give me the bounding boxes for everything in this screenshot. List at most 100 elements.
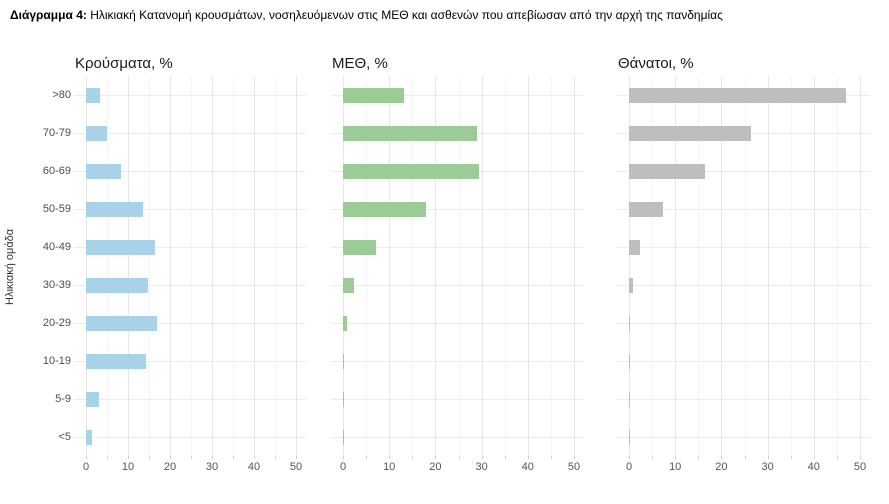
- axis-tick: [504, 456, 506, 459]
- axis-tick: [813, 456, 815, 459]
- v-gridline: [767, 76, 769, 456]
- v-gridline: [128, 76, 129, 456]
- h-gridline: [617, 437, 870, 438]
- bar-50-59: [86, 201, 144, 217]
- y-tick-label: 5-9: [55, 393, 71, 405]
- bar-5: [343, 429, 344, 445]
- axis-tick: [481, 456, 483, 459]
- axis-tick: [574, 456, 575, 459]
- v-gridline: [860, 76, 861, 456]
- h-gridline: [617, 323, 870, 324]
- x-tick-label: 10: [383, 461, 396, 473]
- chart-panel-deaths: Θάνατοι, % 0 10 20 30 40 50: [617, 55, 870, 485]
- bar-60-69: [629, 163, 705, 179]
- x-tick-label: 20: [429, 461, 442, 473]
- h-gridline: [74, 437, 306, 438]
- figure-caption: Διάγραμμα 4: Ηλικιακή Κατανομή κρουσμάτω…: [10, 8, 723, 22]
- bar-50-59: [629, 201, 663, 217]
- axis-tick: [836, 456, 838, 459]
- figure-caption-text: Ηλικιακή Κατανομή κρουσμάτων, νοσηλευόμε…: [90, 8, 723, 22]
- x-tick-label: 10: [669, 461, 682, 473]
- v-gridline: [366, 76, 368, 456]
- bar-30-39: [86, 277, 149, 293]
- bar-40-49: [86, 239, 155, 255]
- v-gridline: [170, 76, 171, 456]
- axis-tick: [191, 456, 192, 459]
- h-gridline: [617, 247, 870, 248]
- bar-5-9: [343, 391, 344, 407]
- x-tick-label: 30: [205, 461, 219, 473]
- y-tick-label: 70-79: [42, 127, 71, 139]
- axis-tick: [652, 456, 654, 459]
- x-tick-label: 40: [521, 461, 534, 473]
- panel-title-cases: Κρούσματα, %: [75, 55, 173, 72]
- y-tick-label: >80: [52, 89, 71, 101]
- h-gridline: [617, 361, 870, 362]
- v-gridline: [233, 76, 234, 456]
- v-gridline: [296, 76, 297, 456]
- panel-title-deaths: Θάνατοι, %: [618, 55, 694, 72]
- v-gridline: [504, 76, 506, 456]
- v-gridline: [721, 76, 723, 456]
- axis-tick: [343, 456, 344, 459]
- v-gridline: [790, 76, 792, 456]
- v-gridline: [527, 76, 529, 456]
- plot-area-cases: [74, 76, 306, 459]
- bar-60-69: [343, 163, 480, 179]
- h-gridline: [331, 285, 584, 286]
- bar-5: [86, 429, 93, 445]
- v-gridline: [212, 76, 213, 456]
- axis-tick: [790, 456, 792, 459]
- v-gridline: [698, 76, 700, 456]
- axis-tick: [744, 456, 746, 459]
- plot-area-icu: [331, 76, 584, 459]
- axis-tick: [86, 456, 87, 459]
- h-gridline: [331, 247, 584, 248]
- h-gridline: [617, 209, 870, 210]
- axis-tick: [675, 456, 677, 459]
- h-gridline: [331, 95, 584, 96]
- x-tick-label: 30: [761, 461, 774, 473]
- bar-10-19: [343, 353, 344, 369]
- x-axis-deaths: 0 10 20 30 40 50: [617, 461, 870, 477]
- axis-tick: [721, 456, 723, 459]
- y-tick-label: 40-49: [42, 241, 71, 253]
- axis-tick: [458, 456, 460, 459]
- bar-80: [629, 87, 847, 103]
- axis-tick: [128, 456, 129, 459]
- h-gridline: [331, 437, 584, 438]
- bar-5: [629, 429, 630, 445]
- h-gridline: [74, 323, 306, 324]
- v-gridline: [550, 76, 552, 456]
- v-gridline: [86, 76, 87, 456]
- y-tick-label: 10-19: [42, 355, 71, 367]
- plot-area-deaths: [617, 76, 870, 459]
- x-tick-label: 50: [853, 461, 867, 473]
- v-gridline: [107, 76, 108, 456]
- v-gridline: [744, 76, 746, 456]
- bar-50-59: [343, 201, 427, 217]
- h-gridline: [74, 247, 306, 248]
- bar-20-29: [629, 315, 631, 331]
- bar-40-49: [343, 239, 377, 255]
- x-tick-label: 40: [807, 461, 820, 473]
- v-gridline: [481, 76, 483, 456]
- v-gridline: [574, 76, 575, 456]
- x-tick-label: 20: [715, 461, 728, 473]
- h-gridline: [617, 171, 870, 172]
- y-tick-label: <5: [58, 431, 71, 443]
- h-gridline: [331, 399, 584, 400]
- y-tick-label: 60-69: [42, 165, 71, 177]
- axis-tick: [254, 456, 255, 459]
- axis-tick: [767, 456, 769, 459]
- axis-tick: [629, 456, 630, 459]
- y-tick-label: 50-59: [42, 203, 71, 215]
- chart-panel-icu: ΜΕΘ, % 0 10 20 30 40 50: [331, 55, 584, 485]
- axis-tick: [212, 456, 213, 459]
- x-tick-label: 10: [121, 461, 135, 473]
- axis-tick: [366, 456, 368, 459]
- axis-tick: [233, 456, 234, 459]
- bar-80: [86, 87, 101, 103]
- chart-panel-cases: Κρούσματα, % 0 10 20 30 40 50: [74, 55, 306, 485]
